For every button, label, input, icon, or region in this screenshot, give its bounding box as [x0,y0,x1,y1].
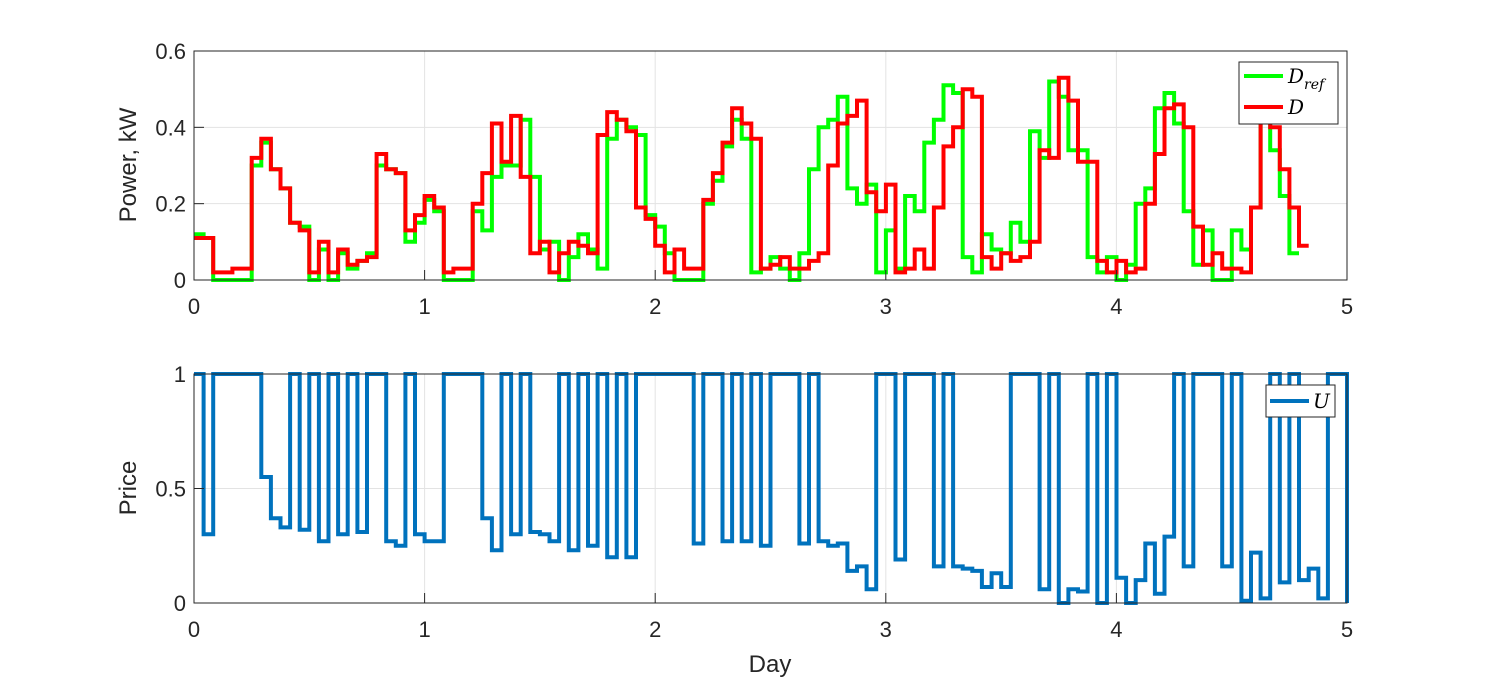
ticks: 0 1 2 3 4 5 0 0.2 0.4 0.6 [155,39,1353,319]
x-tick-label: 3 [880,294,892,319]
legend-label-dref: Dref [1287,64,1327,93]
x-tick-label: 1 [418,617,430,642]
legend-box [1238,61,1339,125]
y-tick-label: 0.5 [155,477,186,502]
plot-area [194,51,1347,280]
series-line-u [194,372,1349,605]
x-tick-label: 3 [880,617,892,642]
y-tick-label: 0.2 [155,192,186,217]
price-chart: 0 1 2 3 4 5 0 0.5 1 Price Day U [115,362,1353,678]
x-tick-label: 0 [188,617,200,642]
axes-box [193,50,1348,281]
x-tick-label: 4 [1110,294,1122,319]
y-axis-title: Price [115,461,142,516]
legend: U [1265,384,1336,418]
y-axis-title: Power, kW [115,107,142,222]
series-layer [194,64,1309,282]
legend-label-d: D [1287,95,1304,119]
x-tick-label: 2 [649,294,661,319]
x-tick-label: 4 [1110,617,1122,642]
y-tick-label: 0.4 [155,115,186,140]
y-tick-label: 0 [174,268,186,293]
y-tick-label: 0 [174,591,186,616]
x-axis-title: Day [749,651,792,678]
ticks: 0 1 2 3 4 5 0 0.5 1 [155,362,1353,642]
x-tick-label: 5 [1341,617,1353,642]
x-tick-label: 0 [188,294,200,319]
power-chart: 0 1 2 3 4 5 0 0.2 0.4 0.6 Power, kW Dref D [115,39,1353,319]
x-tick-label: 5 [1341,294,1353,319]
series-layer [194,372,1349,605]
x-tick-label: 1 [418,294,430,319]
y-tick-label: 0.6 [155,39,186,64]
series-line-d [194,75,1309,275]
legend-label-u: U [1313,389,1331,413]
legend: Dref D [1238,61,1339,125]
x-tick-label: 2 [649,617,661,642]
y-tick-label: 1 [174,362,186,387]
